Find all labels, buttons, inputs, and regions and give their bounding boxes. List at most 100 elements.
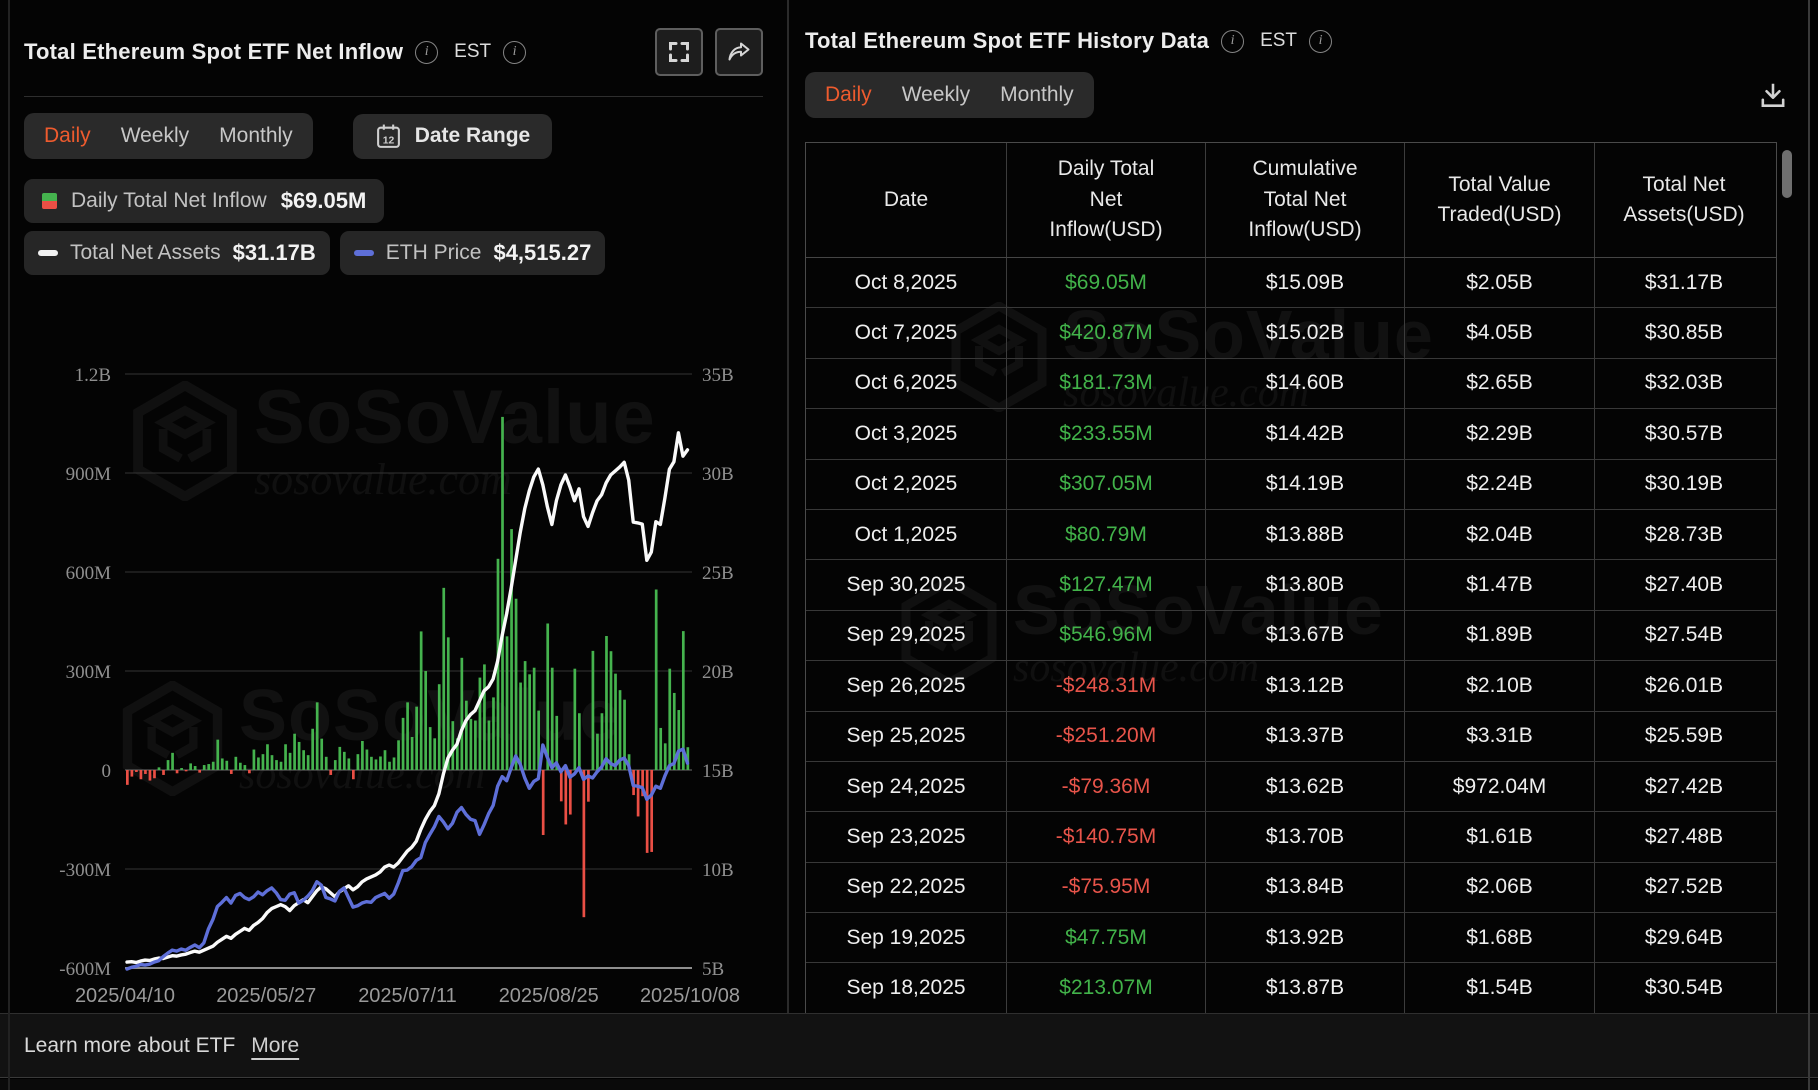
table-cell: $13.37B	[1206, 711, 1405, 761]
table-cell: $13.70B	[1206, 812, 1405, 862]
legend-total-net-assets[interactable]: Total Net Assets $31.17B	[24, 231, 330, 275]
table-cell: $27.48B	[1644, 824, 1724, 848]
svg-text:30B: 30B	[702, 464, 734, 485]
table-cell: $2.65B	[1405, 358, 1595, 409]
table-row: Oct 1,2025 $80.79M $13.88B $2.04B $28.73B	[806, 509, 1776, 561]
table-cell: $2.04B	[1405, 509, 1595, 560]
table-cell: $27.42B	[1644, 774, 1724, 798]
timezone-label: EST	[1260, 30, 1298, 51]
tab-daily[interactable]: Daily	[825, 83, 872, 106]
table-cell: $14.19B	[1206, 459, 1405, 509]
table-cell: Sep 18,2025	[806, 963, 1007, 1013]
table-cell: $27.52B	[1644, 875, 1724, 899]
table-cell: Sep 25,2025	[806, 711, 1007, 761]
table-cell: $30.85B	[1644, 321, 1724, 345]
svg-text:5B: 5B	[702, 959, 724, 980]
info-icon[interactable]: i	[1221, 29, 1245, 53]
info-icon[interactable]: i	[503, 40, 527, 64]
table-cell: Oct 7,2025	[806, 308, 1007, 358]
table-cell: $2.29B	[1405, 409, 1595, 459]
fullscreen-icon	[669, 42, 689, 62]
date-range-button[interactable]: 12 Date Range	[352, 113, 553, 159]
table-cell: $26.01B	[1644, 673, 1724, 697]
table-cell: $181.73M	[1007, 358, 1206, 409]
info-icon[interactable]: i	[1309, 29, 1333, 53]
table-cell: $14.42B	[1206, 409, 1405, 459]
table-row: Sep 18,2025 $213.07M $13.87B $1.54B $30.54B	[806, 963, 1776, 1013]
info-icon[interactable]: i	[415, 40, 439, 64]
legend-value: $69.05M	[280, 188, 367, 213]
history-period-tabs: Daily Weekly Monthly	[805, 72, 1094, 118]
timezone-label: EST	[454, 41, 492, 62]
legend-daily-inflow[interactable]: Daily Total Net Inflow $69.05M	[24, 179, 385, 223]
inflow-chart[interactable]: 1.2B 35B 900M 30B 600M 25B 300M 20B 0 15B -300M 10B…	[24, 279, 764, 1013]
table-cell: Sep 29,2025	[806, 610, 1007, 661]
table-cell: $307.05M	[1007, 459, 1206, 509]
svg-text:20B: 20B	[702, 662, 734, 683]
table-cell: Oct 8,2025	[806, 258, 1007, 308]
table-cell: $2.10B	[1405, 661, 1595, 711]
tab-weekly[interactable]: Weekly	[901, 83, 971, 106]
table-cell: $27.40B	[1644, 573, 1724, 597]
footer-more-link[interactable]: More	[251, 1033, 300, 1057]
table-scrollbar-thumb[interactable]	[1782, 150, 1792, 198]
download-icon	[1761, 83, 1785, 107]
table-cell: $25.59B	[1644, 724, 1724, 748]
date-range-label: Date Range	[414, 124, 531, 147]
table-cell: $80.79M	[1007, 509, 1206, 560]
column-header-net-assets: Total Net Assets(USD)	[1623, 172, 1745, 226]
svg-text:2025/04/10: 2025/04/10	[75, 985, 175, 1007]
svg-text:15B: 15B	[702, 761, 734, 782]
column-header-daily-inflow: Daily Total Net Inflow(USD)	[1007, 143, 1206, 257]
table-cell: $233.55M	[1007, 409, 1206, 459]
svg-text:-600M: -600M	[59, 959, 111, 980]
table-row: Oct 2,2025 $307.05M $14.19B $2.24B $30.19B	[806, 459, 1776, 510]
svg-text:2025/05/27: 2025/05/27	[216, 985, 316, 1007]
table-header-row: Date Daily Total Net Inflow(USD) Cumulat…	[806, 143, 1776, 258]
legend-eth-price[interactable]: ETH Price $4,515.27	[339, 231, 606, 275]
tab-weekly[interactable]: Weekly	[120, 124, 190, 147]
table-cell: Sep 19,2025	[806, 913, 1007, 963]
table-cell: $69.05M	[1007, 258, 1206, 308]
svg-text:-300M: -300M	[59, 860, 111, 881]
tab-monthly[interactable]: Monthly	[1000, 83, 1074, 106]
table-row: Sep 23,2025 -$140.75M $13.70B $1.61B $27.48B	[806, 812, 1776, 863]
table-cell: -$251.20M	[1007, 711, 1206, 761]
table-row: Sep 26,2025 -$248.31M $13.12B $2.10B $26.01B	[806, 661, 1776, 712]
table-row: Oct 8,2025 $69.05M $15.09B $2.05B $31.17B	[806, 258, 1776, 309]
table-row: Sep 22,2025 -$75.95M $13.84B $2.06B $27.52B	[806, 862, 1776, 914]
share-button[interactable]	[715, 28, 763, 76]
window-scrollbar-edge[interactable]	[1808, 0, 1810, 1090]
table-cell: $2.06B	[1405, 862, 1595, 913]
period-tabs: Daily Weekly Monthly	[24, 113, 313, 159]
tab-daily[interactable]: Daily	[44, 124, 91, 147]
table-cell: Sep 23,2025	[806, 812, 1007, 862]
svg-text:1.2B: 1.2B	[75, 365, 111, 386]
table-cell: $1.47B	[1405, 560, 1595, 610]
download-button[interactable]	[1758, 80, 1788, 110]
right-panel-header: Total Ethereum Spot ETF History Data i E…	[805, 0, 1802, 54]
table-cell: Oct 6,2025	[806, 358, 1007, 409]
legend-label: Total Net Assets	[70, 241, 221, 264]
column-header-value-traded: Total Value Traded(USD)	[1405, 143, 1595, 257]
table-cell: $27.54B	[1644, 623, 1724, 647]
table-row: Oct 7,2025 $420.87M $15.02B $4.05B $30.85B	[806, 308, 1776, 359]
table-row: Sep 29,2025 $546.96M $13.67B $1.89B $27.54B	[806, 610, 1776, 662]
table-cell: $1.54B	[1405, 963, 1595, 1013]
svg-text:2025/10/08: 2025/10/08	[640, 985, 740, 1007]
table-row: Sep 30,2025 $127.47M $13.80B $1.47B $27.40B	[806, 560, 1776, 611]
table-cell: $13.12B	[1206, 661, 1405, 711]
inflow-chart-area: 1.2B 35B 900M 30B 600M 25B 300M 20B 0 15B -300M 10B…	[24, 279, 763, 1013]
table-cell: $2.05B	[1405, 258, 1595, 308]
left-panel-header: Total Ethereum Spot ETF Net Inflow i EST…	[24, 0, 763, 76]
table-cell: $213.07M	[1007, 963, 1206, 1013]
table-cell: $1.89B	[1405, 610, 1595, 661]
calendar-icon: 12	[376, 124, 400, 148]
table-cell: $30.54B	[1644, 976, 1724, 1000]
table-cell: $972.04M	[1405, 761, 1595, 812]
table-cell: $3.31B	[1405, 711, 1595, 761]
fullscreen-button[interactable]	[655, 28, 703, 76]
table-cell: -$75.95M	[1007, 862, 1206, 913]
footer-bar: Learn more about ETF More	[0, 1013, 1818, 1078]
tab-monthly[interactable]: Monthly	[219, 124, 293, 147]
